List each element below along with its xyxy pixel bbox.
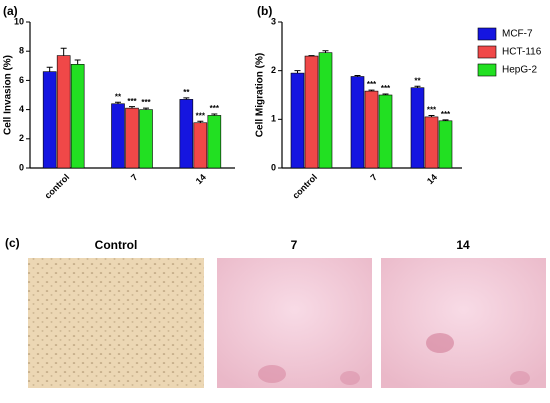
legend-swatch — [478, 64, 496, 76]
bar — [57, 56, 70, 168]
photo-spot — [510, 371, 530, 385]
legend-label: HCT-116 — [502, 47, 542, 58]
bar — [291, 73, 304, 168]
bar — [305, 56, 318, 168]
photo-spot — [258, 365, 286, 383]
x-tick-label: control — [290, 172, 319, 201]
x-tick-label: 14 — [194, 172, 208, 186]
image-title: 14 — [456, 238, 470, 252]
bar — [140, 110, 153, 168]
bar — [180, 99, 193, 168]
significance: *** — [210, 104, 220, 113]
x-tick-label: 14 — [425, 172, 439, 186]
y-axis-label: Cell Migration (%) — [255, 53, 266, 137]
bar — [439, 121, 452, 168]
legend-swatch — [478, 46, 496, 58]
error-bar — [47, 67, 53, 71]
photo — [381, 258, 546, 388]
y-tick-label: 8 — [19, 46, 24, 56]
legend-label: MCF-7 — [502, 29, 533, 40]
image-title: 7 — [291, 238, 298, 252]
legend-label: HepG-2 — [502, 65, 537, 76]
x-tick-label: 7 — [129, 172, 140, 183]
x-tick-label: 7 — [368, 172, 379, 183]
photo-spot — [426, 333, 454, 353]
image-panel: (c) Control 7 14 — [5, 236, 546, 388]
photo-spot — [340, 371, 360, 385]
significance: *** — [441, 110, 451, 119]
photo — [217, 258, 372, 388]
bar — [194, 123, 207, 168]
bar — [379, 95, 392, 168]
significance: *** — [127, 97, 137, 106]
y-tick-label: 10 — [14, 16, 24, 26]
image-title: Control — [95, 238, 138, 252]
significance: *** — [367, 80, 377, 89]
error-bar — [295, 71, 301, 73]
y-tick-label: 6 — [19, 75, 24, 85]
bar — [112, 104, 125, 168]
y-tick-label: 2 — [271, 65, 276, 75]
legend-swatch — [478, 28, 496, 40]
y-tick-label: 0 — [271, 162, 276, 172]
y-tick-label: 2 — [19, 133, 24, 143]
x-tick-label: control — [43, 172, 72, 201]
panel-label: (c) — [5, 236, 20, 250]
bar — [365, 91, 378, 168]
bar — [71, 64, 84, 168]
error-bar — [75, 60, 81, 64]
significance: ** — [183, 88, 190, 97]
bar — [351, 77, 364, 168]
significance: ** — [115, 92, 122, 101]
bar — [43, 72, 56, 168]
significance: *** — [196, 111, 206, 120]
y-tick-label: 3 — [271, 16, 276, 26]
y-tick-label: 1 — [271, 114, 276, 124]
bar — [411, 88, 424, 168]
y-tick-label: 4 — [19, 104, 24, 114]
bar — [126, 108, 139, 168]
y-tick-label: 0 — [19, 162, 24, 172]
bar — [208, 115, 221, 168]
significance: *** — [381, 84, 391, 93]
significance: ** — [414, 76, 421, 85]
photo — [28, 258, 204, 388]
error-bar — [61, 48, 67, 55]
y-axis-label: Cell Invasion (%) — [3, 55, 14, 135]
significance: *** — [427, 106, 437, 115]
bar — [319, 53, 332, 168]
significance: *** — [141, 98, 151, 107]
bar — [425, 117, 438, 168]
